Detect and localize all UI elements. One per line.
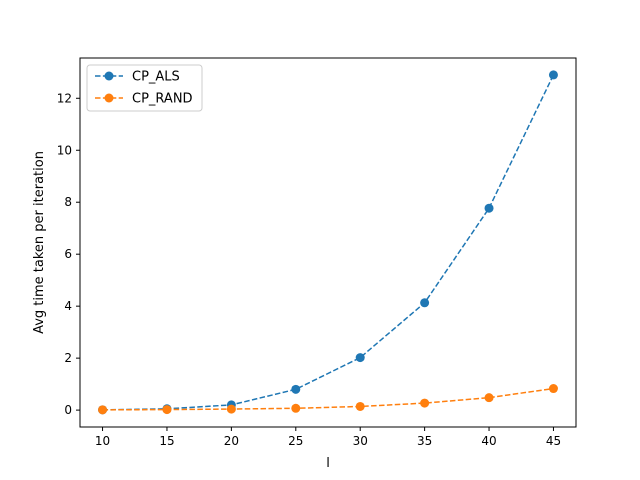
data-point-cp-als xyxy=(420,298,430,308)
data-point-cp-rand xyxy=(548,384,558,394)
axes xyxy=(79,57,577,428)
data-point-cp-als xyxy=(291,384,301,394)
x-tick-label: 35 xyxy=(417,434,432,448)
series-line-cp-rand xyxy=(102,387,554,411)
data-point-cp-rand xyxy=(420,398,430,408)
data-point-cp-als xyxy=(548,70,558,80)
y-tick-label: 6 xyxy=(64,247,72,261)
plot-area xyxy=(98,70,558,415)
x-tick-label: 45 xyxy=(546,434,561,448)
y-tick-label: 12 xyxy=(57,91,72,105)
legend-label: CP_ALS xyxy=(132,70,180,85)
data-point-cp-rand xyxy=(226,404,236,414)
y-tick-label: 10 xyxy=(57,143,72,157)
legend: CP_ALS CP_RAND xyxy=(86,64,203,112)
data-point-cp-rand xyxy=(484,393,494,403)
x-axis-ticks: 10 15 20 25 30 35 40 45 xyxy=(95,427,561,448)
x-axis-label: l xyxy=(326,456,330,471)
data-point-cp-als xyxy=(355,353,365,363)
y-axis-label: Avg time taken per iteration xyxy=(32,151,47,334)
legend-marker xyxy=(104,93,114,103)
x-tick-label: 10 xyxy=(95,434,110,448)
x-tick-label: 25 xyxy=(288,434,303,448)
x-tick-label: 40 xyxy=(481,434,496,448)
x-tick-label: 20 xyxy=(224,434,239,448)
y-tick-label: 8 xyxy=(64,195,72,209)
legend-marker xyxy=(104,71,114,81)
data-point-cp-als xyxy=(484,203,494,213)
y-tick-label: 0 xyxy=(64,403,72,417)
y-tick-label: 4 xyxy=(64,299,72,313)
axes-frame xyxy=(79,57,577,428)
legend-label: CP_RAND xyxy=(132,92,193,107)
series-line-cp-als xyxy=(102,74,555,411)
x-tick-label: 30 xyxy=(353,434,368,448)
data-point-cp-rand xyxy=(291,403,301,413)
data-point-cp-rand xyxy=(162,405,172,415)
y-axis-ticks: 0 2 4 6 8 10 12 xyxy=(57,91,80,417)
data-point-cp-rand xyxy=(355,401,365,411)
x-tick-label: 15 xyxy=(159,434,174,448)
data-point-cp-rand xyxy=(98,405,108,415)
y-tick-label: 2 xyxy=(64,351,72,365)
